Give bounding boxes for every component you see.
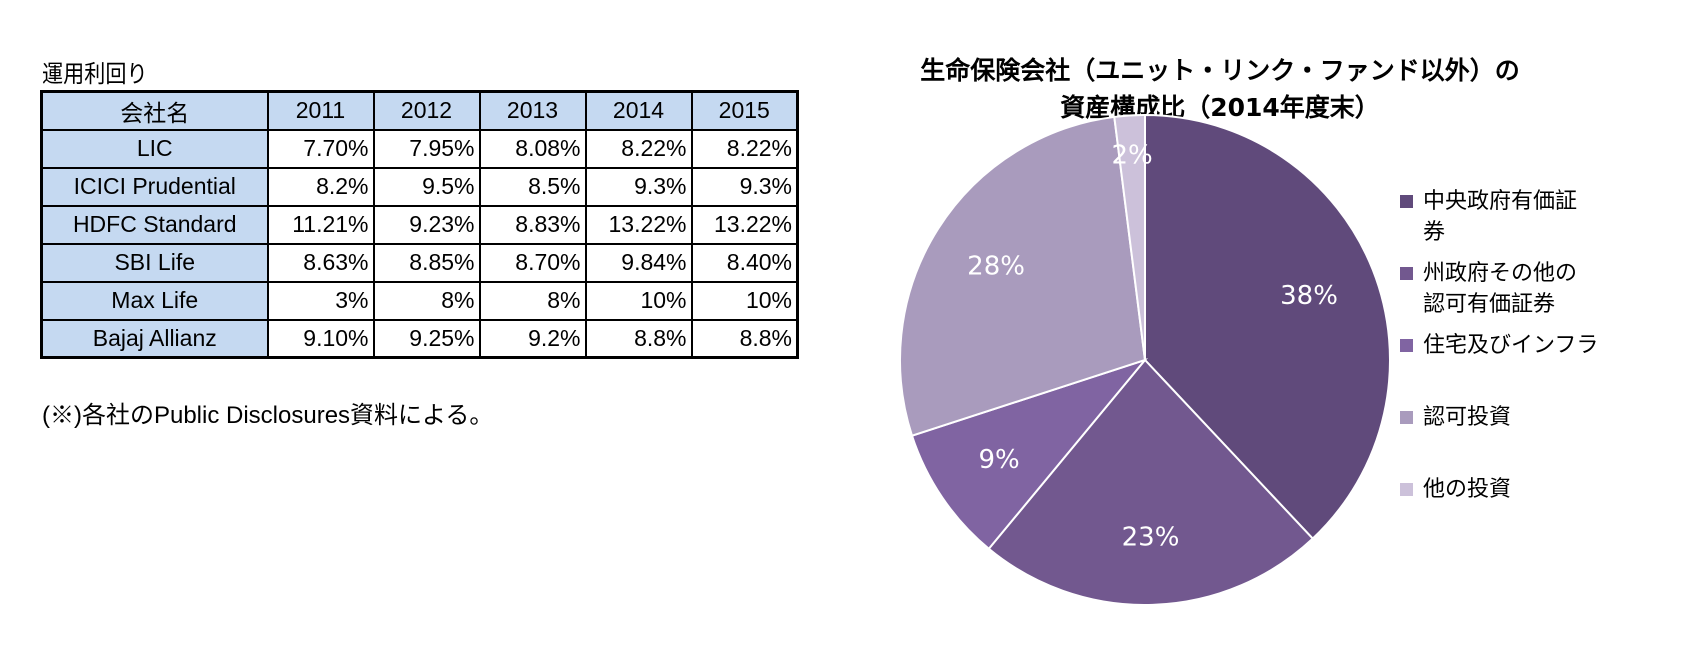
table-row: SBI Life 8.63% 8.85% 8.70% 9.84% 8.40% <box>40 242 799 283</box>
header-company: 会社名 <box>40 90 269 131</box>
legend-item: 住宅及びインフラ <box>1400 330 1613 361</box>
header-year: 2011 <box>266 90 375 131</box>
header-year: 2013 <box>478 90 587 131</box>
legend-label: 他の投資 <box>1423 477 1512 502</box>
chart-title-line-1: 生命保険会社（ユニット・リンク・ファンド以外）の <box>920 56 1520 85</box>
pie-slice <box>1113 113 1146 361</box>
yield-value: 7.95% <box>372 128 481 169</box>
yield-value: 8.63% <box>266 242 375 283</box>
yield-value: 8% <box>478 280 587 321</box>
legend-label: 住宅及びインフラ <box>1423 333 1599 358</box>
yield-value: 9.10% <box>266 318 375 359</box>
company-name: Max Life <box>40 280 269 321</box>
yield-value: 13.22% <box>584 204 693 245</box>
yield-table: 会社名 2011 2012 2013 2014 2015 LIC 7.70% 7… <box>40 90 799 359</box>
legend-item: 認可投資 <box>1400 402 1613 433</box>
legend-label: 州政府その他の 認可有価証券 <box>1423 261 1578 317</box>
yield-value: 13.22% <box>690 204 799 245</box>
yield-value: 8.85% <box>372 242 481 283</box>
legend-item: 州政府その他の 認可有価証券 <box>1400 258 1613 320</box>
table-source-note: (※)各社のPublic Disclosures資料による。 <box>42 402 494 429</box>
pie-slice <box>899 115 1147 437</box>
pie-slices <box>899 113 1391 606</box>
legend-label: 中央政府有価証 券 <box>1423 189 1578 245</box>
pie-slice <box>910 357 1148 551</box>
company-name: ICICI Prudential <box>40 166 269 207</box>
yield-value: 9.3% <box>584 166 693 207</box>
pie-data-label: 38% <box>1280 281 1338 311</box>
yield-value: 11.21% <box>266 204 375 245</box>
yield-value: 8.70% <box>478 242 587 283</box>
table-row: Bajaj Allianz 9.10% 9.25% 9.2% 8.8% 8.8% <box>40 318 799 359</box>
yield-value: 8.5% <box>478 166 587 207</box>
legend-item: 中央政府有価証 券 <box>1400 186 1613 248</box>
yield-value: 8.22% <box>690 128 799 169</box>
legend-swatch <box>1400 483 1413 496</box>
table-row: HDFC Standard 11.21% 9.23% 8.83% 13.22% … <box>40 204 799 245</box>
table-row: Max Life 3% 8% 8% 10% 10% <box>40 280 799 321</box>
table-row: LIC 7.70% 7.95% 8.08% 8.22% 8.22% <box>40 128 799 169</box>
header-year: 2014 <box>584 90 693 131</box>
yield-value: 8.2% <box>266 166 375 207</box>
yield-value: 8.40% <box>690 242 799 283</box>
yield-value: 7.70% <box>266 128 375 169</box>
company-name: Bajaj Allianz <box>40 318 269 359</box>
pie-slice <box>987 358 1315 606</box>
yield-value: 10% <box>584 280 693 321</box>
table-caption: 運用利回り <box>42 61 148 88</box>
yield-value: 8.83% <box>478 204 587 245</box>
legend-item: 他の投資 <box>1400 474 1613 505</box>
legend-swatch <box>1400 339 1413 352</box>
pie-data-label: 23% <box>1122 522 1180 552</box>
legend-swatch <box>1400 267 1413 280</box>
yield-value: 8.8% <box>690 318 799 359</box>
yield-value: 9.2% <box>478 318 587 359</box>
yield-value: 8.22% <box>584 128 693 169</box>
table-row: ICICI Prudential 8.2% 9.5% 8.5% 9.3% 9.3… <box>40 166 799 207</box>
header-year: 2012 <box>372 90 481 131</box>
pie-data-label: 28% <box>967 251 1025 281</box>
yield-value: 8.8% <box>584 318 693 359</box>
legend-swatch <box>1400 195 1413 208</box>
company-name: SBI Life <box>40 242 269 283</box>
pie-slice <box>1144 113 1391 541</box>
yield-value: 9.84% <box>584 242 693 283</box>
yield-value: 10% <box>690 280 799 321</box>
yield-value: 3% <box>266 280 375 321</box>
yield-value: 8% <box>372 280 481 321</box>
yield-value: 9.25% <box>372 318 481 359</box>
pie-data-label: 9% <box>978 445 1019 475</box>
legend-swatch <box>1400 411 1413 424</box>
yield-value: 9.3% <box>690 166 799 207</box>
legend-label: 認可投資 <box>1423 405 1512 430</box>
company-name: LIC <box>40 128 269 169</box>
company-name: HDFC Standard <box>40 204 269 245</box>
header-year: 2015 <box>690 90 799 131</box>
yield-value: 8.08% <box>478 128 587 169</box>
pie-data-label: 2% <box>1111 141 1152 171</box>
table-header-row: 会社名 2011 2012 2013 2014 2015 <box>40 90 799 131</box>
chart-title: 生命保険会社（ユニット・リンク・ファンド以外）の 資産構成比（2014年度末） <box>890 52 1550 126</box>
yield-value: 9.23% <box>372 204 481 245</box>
pie-labels: 38% 23% 9% 28% 2% <box>967 141 1338 553</box>
yield-value: 9.5% <box>372 166 481 207</box>
